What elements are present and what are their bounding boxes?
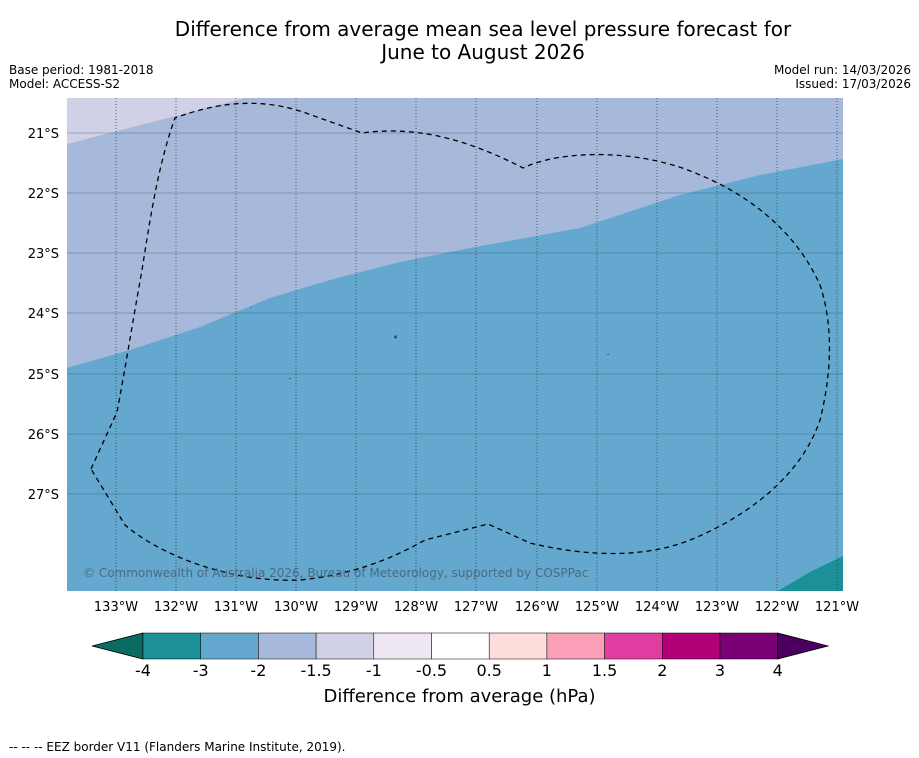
map-figure: · ᵩ - - © Commonwealth of Australia 2026… — [28, 98, 859, 680]
colorbar-tick-label: -4 — [135, 661, 151, 680]
colorbar-tick-label: 3 — [715, 661, 725, 680]
lat-label: 22°S — [28, 187, 59, 202]
colorbar-segment — [373, 632, 432, 660]
island-dot-1: · — [250, 305, 252, 312]
colorbar-tick-label: 0.5 — [476, 661, 501, 680]
lon-label: 125°W — [575, 600, 619, 615]
island-mark: ᵩ — [394, 331, 398, 340]
lon-axis-labels: 133°W 132°W 131°W 130°W 129°W 128°W 127°W 126°W… — [94, 600, 859, 615]
model-run: Model run: 14/03/2026 — [773, 63, 911, 77]
colorbar-tick-label: -3 — [193, 661, 209, 680]
model-name: Model: ACCESS-S2 — [9, 77, 121, 91]
lon-label: 128°W — [394, 600, 438, 615]
colorbar: -4 -3 -2 -1.5 -1 -0.5 0.5 1 1.5 2 3 4 — [91, 632, 830, 680]
eez-border — [90, 102, 831, 581]
copyright-notice: © Commonwealth of Australia 2026, Bureau… — [83, 566, 588, 580]
colorbar-segment — [258, 632, 317, 660]
lat-label: 25°S — [28, 368, 59, 383]
colorbar-segment — [719, 632, 778, 660]
colorbar-label: Difference from average (hPa) — [323, 686, 596, 707]
lat-label: 27°S — [28, 488, 59, 503]
issued-date: Issued: 17/03/2026 — [795, 77, 911, 91]
lat-label: 26°S — [28, 428, 59, 443]
colorbar-tick-label: -1 — [366, 661, 382, 680]
meta-left: Base period: 1981-2018 Model: ACCESS-S2 — [9, 63, 154, 91]
lon-label: 132°W — [154, 600, 198, 615]
map-title: Difference from average mean sea level p… — [0, 18, 919, 64]
colorbar-tick-label: -1.5 — [300, 661, 331, 680]
map-area: · ᵩ - - © Commonwealth of Australia 2026… — [67, 98, 843, 591]
lon-label: 131°W — [214, 600, 258, 615]
lon-label: 121°W — [815, 600, 859, 615]
lon-label: 124°W — [635, 600, 679, 615]
island-dot-2: - — [289, 375, 291, 382]
lat-label: 23°S — [28, 247, 59, 262]
colorbar-tick-label: -2 — [250, 661, 266, 680]
colorbar-segment — [142, 632, 201, 660]
colorbar-tick-label: 4 — [773, 661, 783, 680]
base-period: Base period: 1981-2018 — [9, 63, 154, 77]
zone-minus-2 — [67, 98, 843, 368]
colorbar-tick-label: -0.5 — [416, 661, 447, 680]
colorbar-segment — [315, 632, 375, 660]
grid-lines — [67, 98, 843, 591]
colorbar-tick-label: 1.5 — [592, 661, 617, 680]
colorbar-extend-high — [777, 632, 830, 660]
colorbar-segment — [546, 632, 605, 660]
meta-right: Model run: 14/03/2026 Issued: 17/03/2026 — [774, 63, 911, 91]
title-line-1: Difference from average mean sea level p… — [174, 17, 792, 41]
colorbar-tick-label: 1 — [542, 661, 552, 680]
colorbar-segment — [604, 632, 663, 660]
zone-minus-4 — [778, 556, 843, 591]
colorbar-extend-low — [91, 632, 144, 660]
lat-label: 24°S — [28, 307, 59, 322]
lat-axis-labels: 21°S 22°S 23°S 24°S 25°S 26°S 27°S — [28, 127, 59, 503]
footer-note: -- -- -- EEZ border V11 (Flanders Marine… — [9, 740, 346, 754]
colorbar-segment — [200, 632, 259, 660]
island-dot-3: - — [607, 351, 609, 358]
colorbar-tick-label: 2 — [657, 661, 667, 680]
colorbar-segment — [488, 632, 548, 660]
lon-label: 126°W — [515, 600, 559, 615]
title-line-2: June to August 2026 — [381, 40, 585, 64]
lon-label: 122°W — [755, 600, 799, 615]
lat-label: 21°S — [28, 127, 59, 142]
lon-label: 133°W — [94, 600, 138, 615]
lon-label: 123°W — [695, 600, 739, 615]
lon-label: 130°W — [274, 600, 318, 615]
lon-label: 127°W — [454, 600, 498, 615]
lon-label: 129°W — [334, 600, 378, 615]
colorbar-segment — [662, 632, 721, 660]
colorbar-segment — [431, 632, 490, 660]
